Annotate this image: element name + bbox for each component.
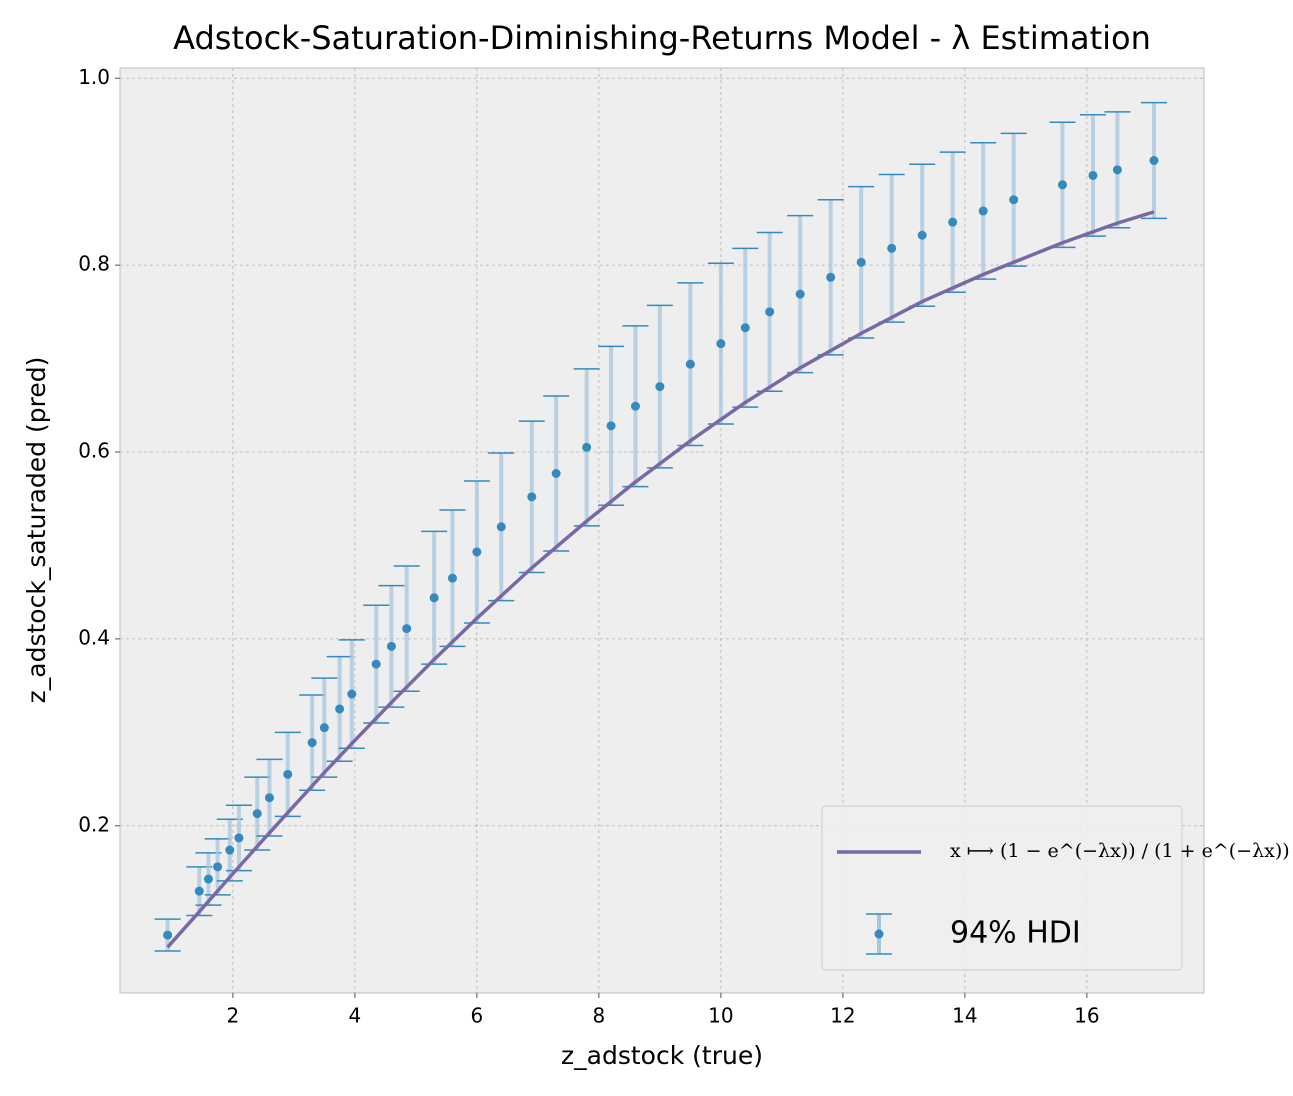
point xyxy=(496,522,506,532)
point xyxy=(194,886,204,896)
x-tick-label: 10 xyxy=(708,1004,733,1028)
point xyxy=(252,809,262,819)
point xyxy=(402,624,412,634)
point xyxy=(655,382,665,392)
point xyxy=(795,289,805,299)
y-tick-label: 0.6 xyxy=(78,439,110,463)
line xyxy=(166,210,1155,949)
y-tick-label: 0.4 xyxy=(78,625,110,649)
x-tick-label: 12 xyxy=(830,1004,855,1028)
point xyxy=(234,833,244,843)
point xyxy=(225,845,235,855)
point xyxy=(978,206,988,216)
y-tick-label: 1.0 xyxy=(78,65,110,89)
point xyxy=(917,230,927,240)
point xyxy=(606,421,616,431)
point xyxy=(887,243,897,253)
point xyxy=(630,401,640,411)
point xyxy=(1112,165,1122,175)
point xyxy=(716,339,726,349)
point xyxy=(429,593,439,603)
point xyxy=(826,272,836,282)
point xyxy=(203,874,213,884)
chart-title: Adstock-Saturation-Diminishing-Returns M… xyxy=(173,19,1151,57)
point xyxy=(386,641,396,651)
point xyxy=(371,659,381,669)
point xyxy=(283,769,293,779)
y-tick-label: 0.8 xyxy=(78,252,110,276)
point xyxy=(163,930,173,940)
legend-point xyxy=(874,929,884,939)
point xyxy=(447,573,457,583)
x-tick-label: 4 xyxy=(348,1004,361,1028)
point xyxy=(213,862,223,872)
point xyxy=(551,469,561,479)
x-axis-label: z_adstock (true) xyxy=(561,1041,763,1070)
point xyxy=(1088,170,1098,180)
x-tick-label: 6 xyxy=(470,1004,483,1028)
point xyxy=(347,689,357,699)
x-tick-label: 16 xyxy=(1074,1004,1099,1028)
point xyxy=(740,323,750,333)
point xyxy=(765,307,775,317)
point xyxy=(856,257,866,267)
point xyxy=(685,359,695,369)
point xyxy=(1057,180,1067,190)
point xyxy=(472,547,482,557)
point xyxy=(319,723,329,733)
x-tick-label: 8 xyxy=(592,1004,605,1028)
x-tick-label: 14 xyxy=(952,1004,977,1028)
y-tick-label: 0.2 xyxy=(78,812,110,836)
point xyxy=(307,738,317,748)
point xyxy=(1149,156,1159,165)
point xyxy=(264,793,274,803)
legend-label: x ⟼ (1 − e^(−λx)) / (1 + e^(−λx)) xyxy=(950,840,1290,862)
point xyxy=(582,442,592,452)
point xyxy=(527,492,537,502)
y-axis-label: z_adstock_saturaded (pred) xyxy=(22,357,51,704)
point xyxy=(335,704,345,714)
point xyxy=(948,217,958,227)
legend-box xyxy=(821,805,1183,971)
x-tick-label: 2 xyxy=(226,1004,239,1028)
legend-label: 94% HDI xyxy=(950,916,1081,951)
point xyxy=(1009,195,1019,205)
